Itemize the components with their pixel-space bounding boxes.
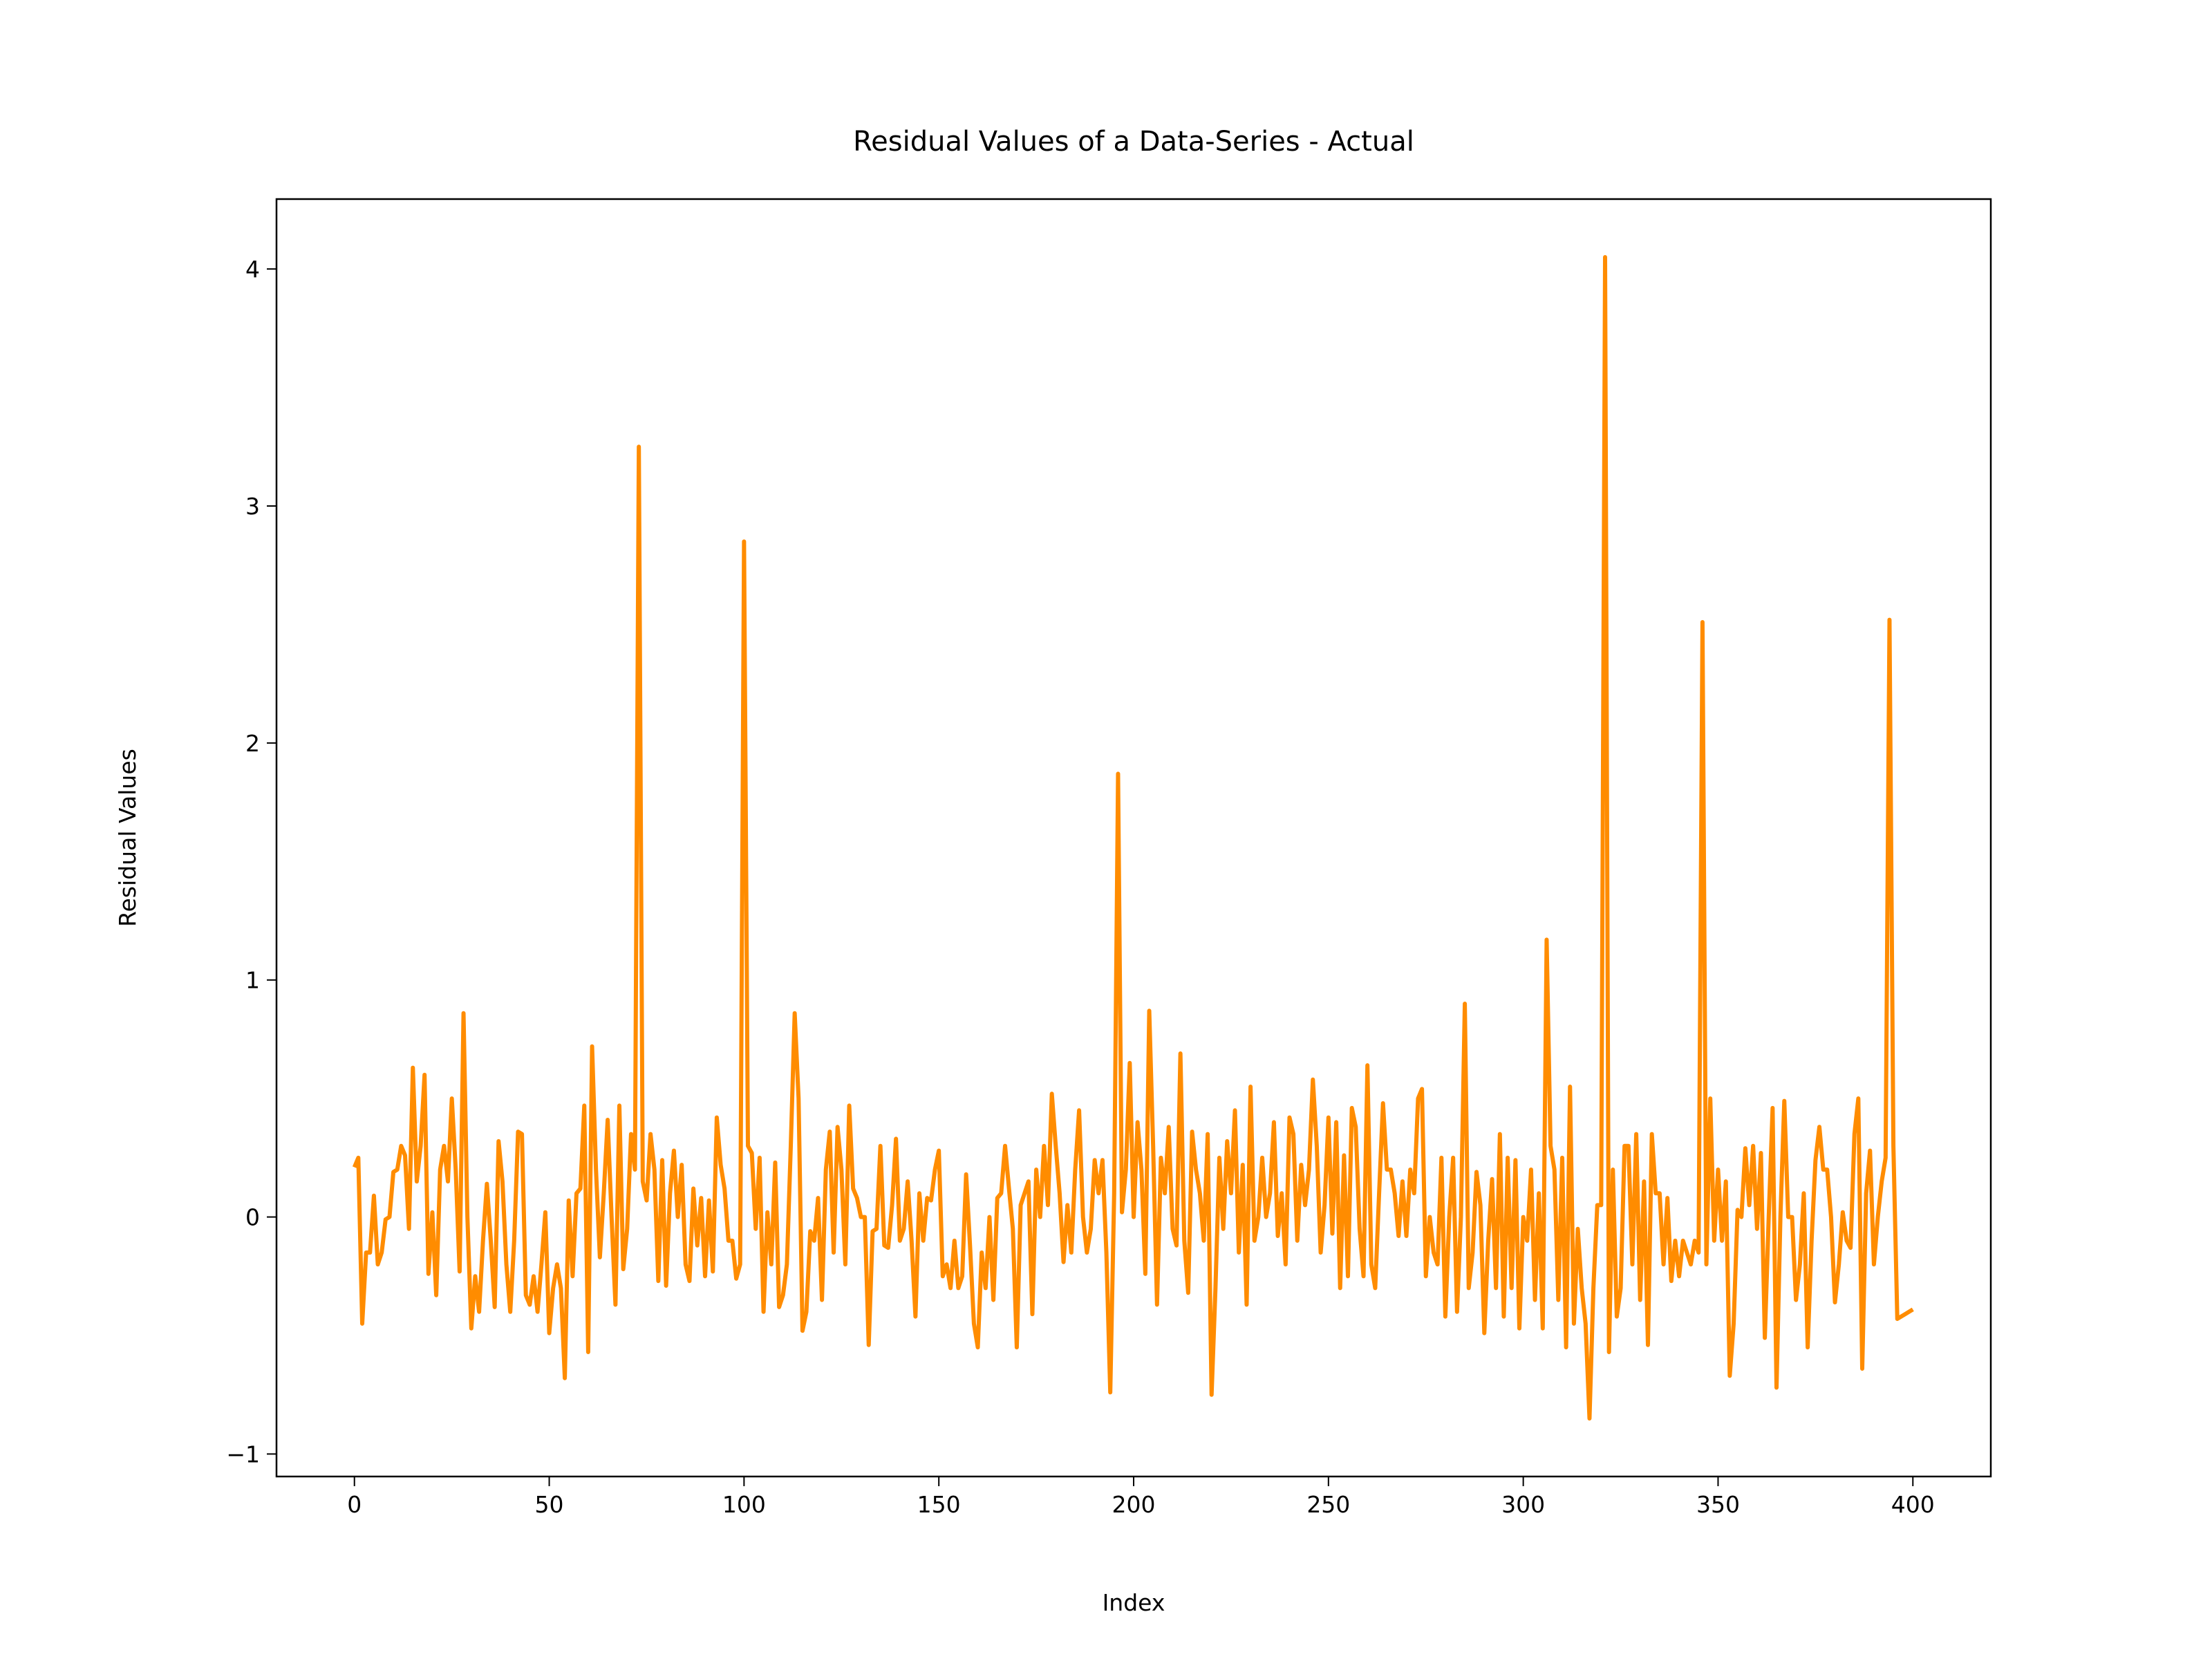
y-axis-label: Residual Values: [114, 749, 141, 927]
chart-title: Residual Values of a Data-Series - Actua…: [853, 126, 1414, 158]
x-axis-label: Index: [1103, 1589, 1165, 1616]
x-tick-label: 250: [1306, 1491, 1350, 1518]
y-tick-label: 2: [245, 730, 260, 757]
y-tick-label: 1: [245, 967, 260, 994]
plot-frame: [275, 198, 1992, 1478]
x-tick-label: 100: [722, 1491, 766, 1518]
x-tick-label: 50: [535, 1491, 564, 1518]
data-line: [352, 255, 1914, 1421]
y-tick-label: −1: [226, 1441, 260, 1468]
y-tick-label: 4: [245, 256, 260, 283]
x-tick-label: 300: [1501, 1491, 1545, 1518]
y-tick-label: 3: [245, 493, 260, 520]
x-tick-label: 200: [1112, 1491, 1156, 1518]
x-tick-label: 350: [1696, 1491, 1740, 1518]
y-tick-label: 0: [245, 1204, 260, 1231]
x-tick-label: 400: [1891, 1491, 1935, 1518]
x-tick-label: 150: [917, 1491, 961, 1518]
x-tick-label: 0: [347, 1491, 362, 1518]
